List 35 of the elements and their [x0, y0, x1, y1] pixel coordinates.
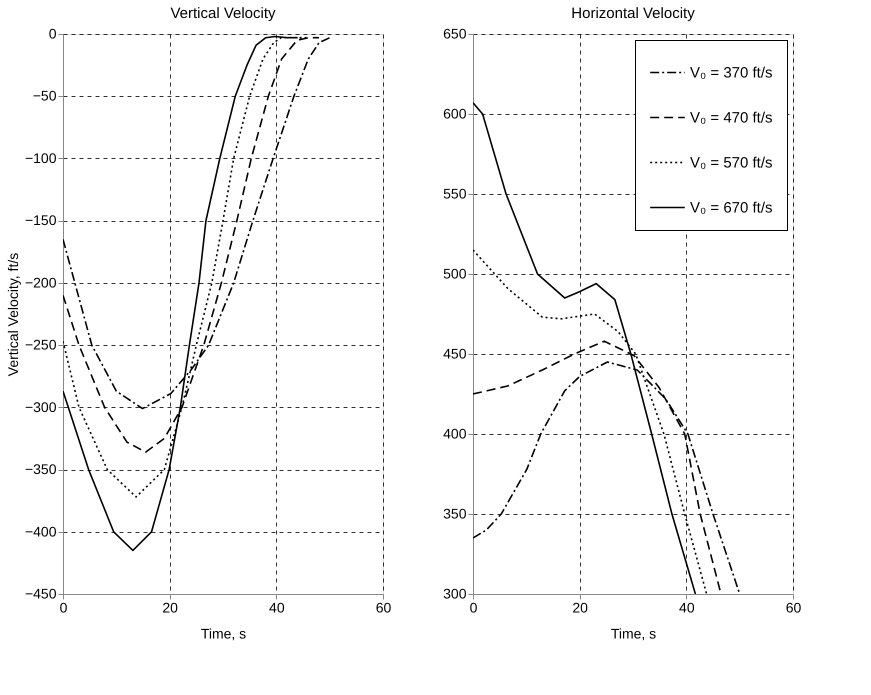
x-axis-title: Time, s: [610, 626, 656, 642]
chart-title: Vertical Velocity: [170, 5, 276, 22]
x-tick-label: 20: [162, 600, 178, 616]
x-tick-label: 60: [786, 600, 802, 616]
legend-label: V₀ = 570 ft/s: [690, 154, 773, 172]
y-tick-label: 350: [443, 506, 467, 522]
y-tick-label: −250: [24, 336, 57, 353]
y-tick-label: 500: [443, 266, 467, 282]
legend-label: V₀ = 470 ft/s: [690, 110, 773, 126]
x-tick-label: 40: [269, 600, 285, 616]
x-axis-title: Time, s: [200, 626, 246, 642]
y-tick-label: 300: [443, 586, 467, 602]
y-tick-label: −150: [24, 212, 57, 228]
y-tick-label: 450: [443, 346, 467, 362]
legend-label: V₀ = 670 ft/s: [690, 200, 773, 216]
y-tick-label: −400: [24, 523, 57, 540]
y-tick-label: −350: [24, 461, 57, 478]
legend-label: V₀ = 370 ft/s: [690, 64, 773, 82]
y-tick-label: 600: [443, 106, 467, 122]
y-tick-label: 400: [443, 426, 467, 442]
y-tick-label: −450: [24, 586, 57, 602]
y-tick-label: 0: [48, 26, 57, 42]
y-tick-label: −200: [24, 274, 57, 290]
y-tick-label: −50: [32, 88, 57, 104]
y-tick-label: 550: [443, 186, 467, 202]
x-tick-label: 0: [470, 600, 478, 616]
y-tick-label: 650: [443, 26, 467, 42]
x-tick-label: 20: [572, 600, 588, 616]
x-tick-label: 0: [60, 600, 68, 616]
x-tick-label: 60: [376, 600, 392, 616]
y-axis-title: Vertical Velocity, ft/s: [4, 252, 21, 376]
y-tick-label: −100: [24, 150, 57, 166]
chart-title: Horizontal Velocity: [571, 5, 696, 22]
x-tick-label: 40: [679, 600, 695, 616]
y-tick-label: −300: [24, 398, 57, 415]
